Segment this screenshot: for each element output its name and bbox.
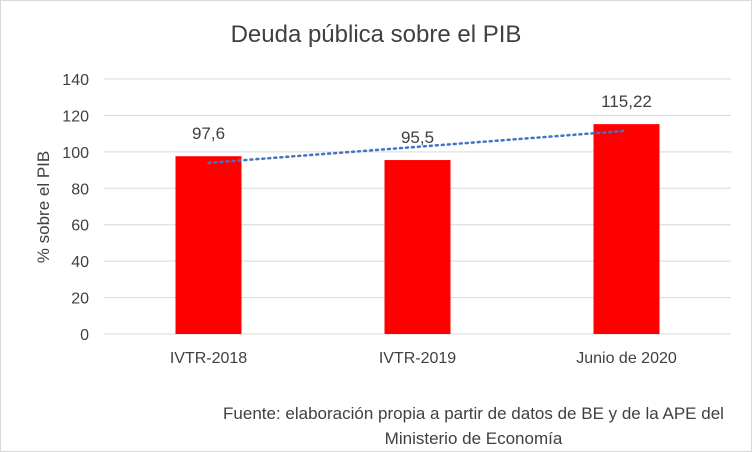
- chart-title: Deuda pública sobre el PIB: [230, 21, 522, 48]
- y-tick-label: 100: [62, 145, 89, 162]
- y-tick-label: 20: [71, 291, 89, 308]
- trendline: [207, 129, 628, 165]
- y-axis-label: % sobre el PIB: [34, 151, 53, 263]
- bar: [593, 124, 660, 334]
- y-tick-label: 120: [62, 108, 89, 125]
- bars: [175, 124, 660, 334]
- x-tick-labels: IVTR-2018 IVTR-2019 Junio de 2020: [170, 350, 677, 367]
- source-note: Fuente: elaboración propia a partir de d…: [223, 404, 724, 448]
- data-labels: 97,6 95,5 115,22: [192, 92, 652, 147]
- bar: [384, 160, 451, 334]
- y-tick-label: 60: [71, 218, 89, 235]
- data-label: 115,22: [601, 92, 652, 111]
- y-tick-label: 0: [80, 327, 89, 344]
- y-tick-label: 40: [71, 254, 89, 271]
- x-tick-label: IVTR-2018: [170, 350, 247, 367]
- data-label: 97,6: [192, 124, 225, 143]
- y-tick-label: 80: [71, 181, 89, 198]
- y-tick-label: 140: [62, 72, 89, 89]
- data-label: 95,5: [401, 128, 434, 147]
- trendline-line: [207, 129, 628, 165]
- bar: [175, 156, 242, 334]
- y-tick-labels: 0 20 40 60 80 100 120 140: [62, 72, 89, 344]
- x-tick-label: IVTR-2019: [379, 350, 456, 367]
- x-tick-label: Junio de 2020: [576, 350, 677, 367]
